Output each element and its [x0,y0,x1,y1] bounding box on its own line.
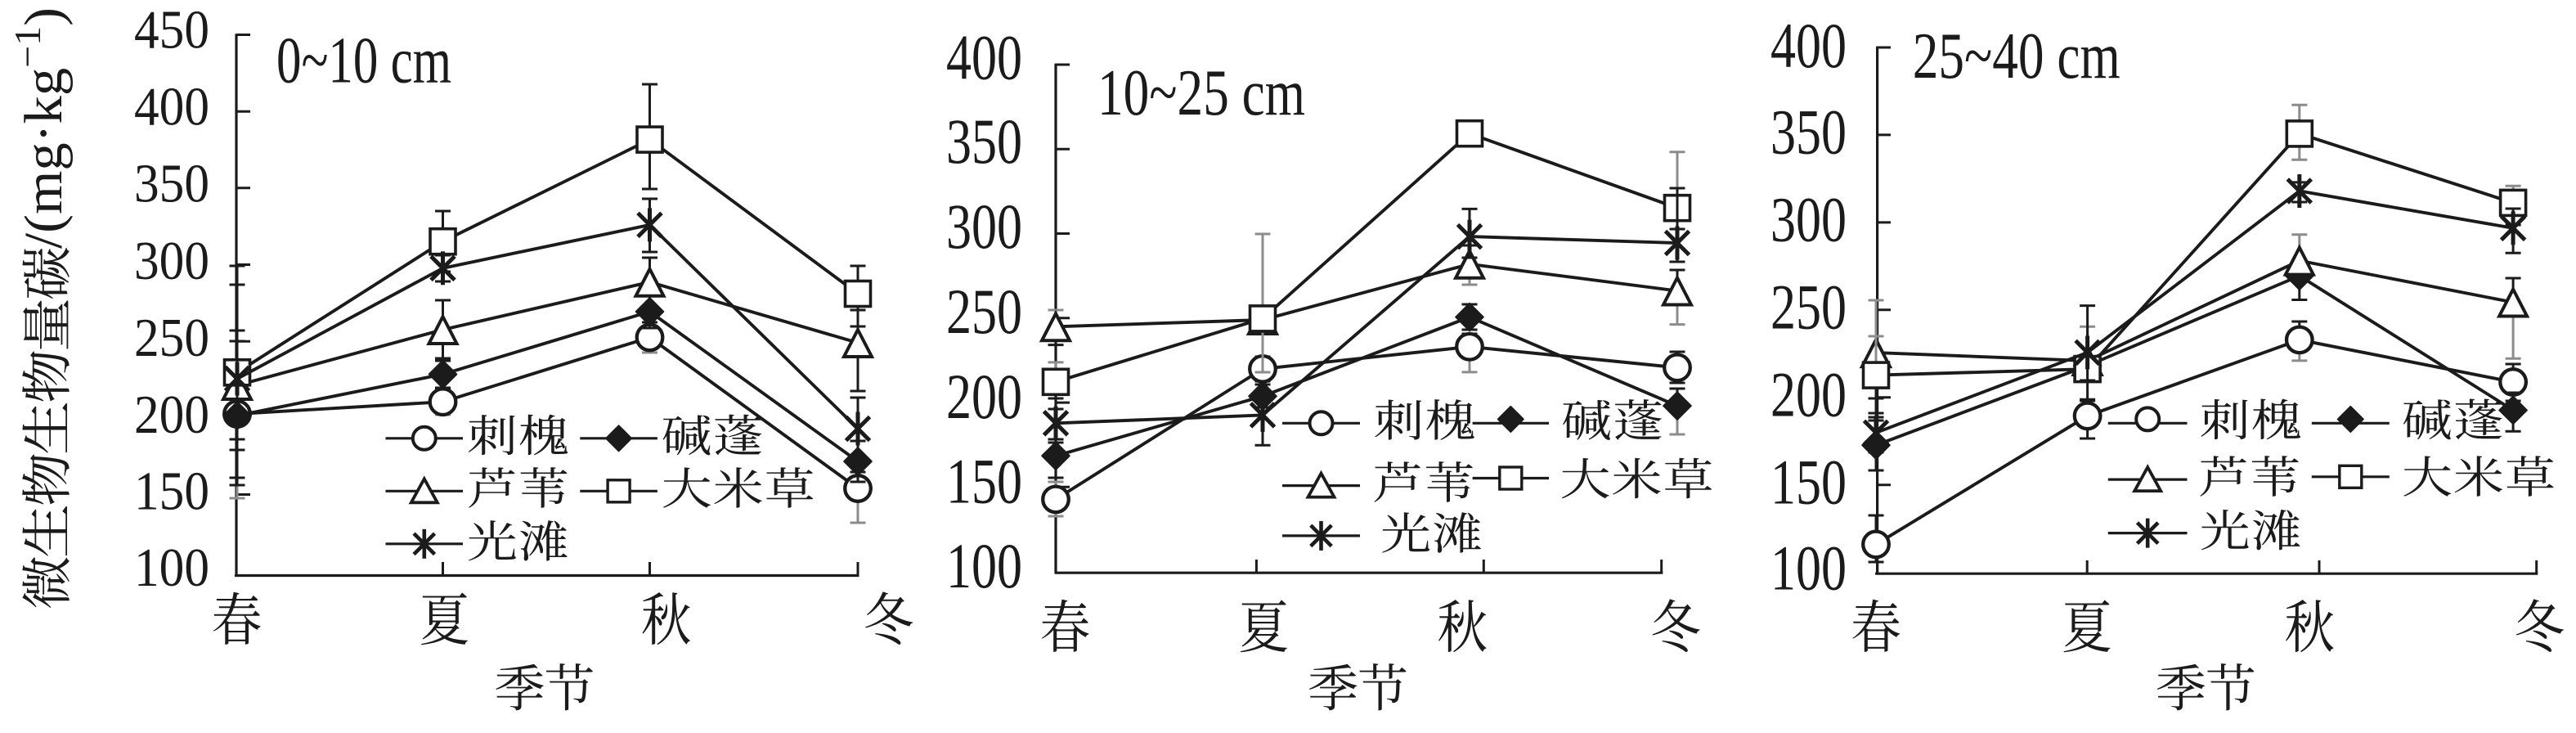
svg-text:200: 200 [946,361,1022,432]
svg-text:400: 400 [946,21,1022,92]
svg-text:150: 150 [134,461,209,522]
svg-text:450: 450 [134,0,209,60]
svg-text:400: 400 [1770,10,1847,81]
svg-text:25~40 cm: 25~40 cm [1913,20,2120,92]
svg-text:300: 300 [134,231,209,291]
svg-text:200: 200 [134,384,209,445]
svg-text:350: 350 [946,106,1022,177]
svg-text:100: 100 [1770,532,1847,603]
svg-text:400: 400 [134,77,209,137]
svg-text:200: 200 [1770,359,1847,430]
svg-text:300: 300 [1770,184,1847,255]
svg-text:350: 350 [134,154,209,214]
svg-text:300: 300 [946,191,1022,262]
svg-text:100: 100 [134,537,209,598]
svg-text:250: 250 [134,308,209,368]
svg-text:150: 150 [946,445,1022,516]
svg-text:/(mg·kg−1): /(mg·kg−1) [7,7,74,249]
svg-text:250: 250 [946,276,1022,347]
svg-text:100: 100 [946,530,1022,601]
svg-text:10~25 cm: 10~25 cm [1097,57,1305,129]
svg-text:150: 150 [1770,447,1847,518]
svg-text:0~10 cm: 0~10 cm [276,25,451,97]
svg-text:350: 350 [1770,97,1847,168]
svg-text:250: 250 [1770,272,1847,343]
